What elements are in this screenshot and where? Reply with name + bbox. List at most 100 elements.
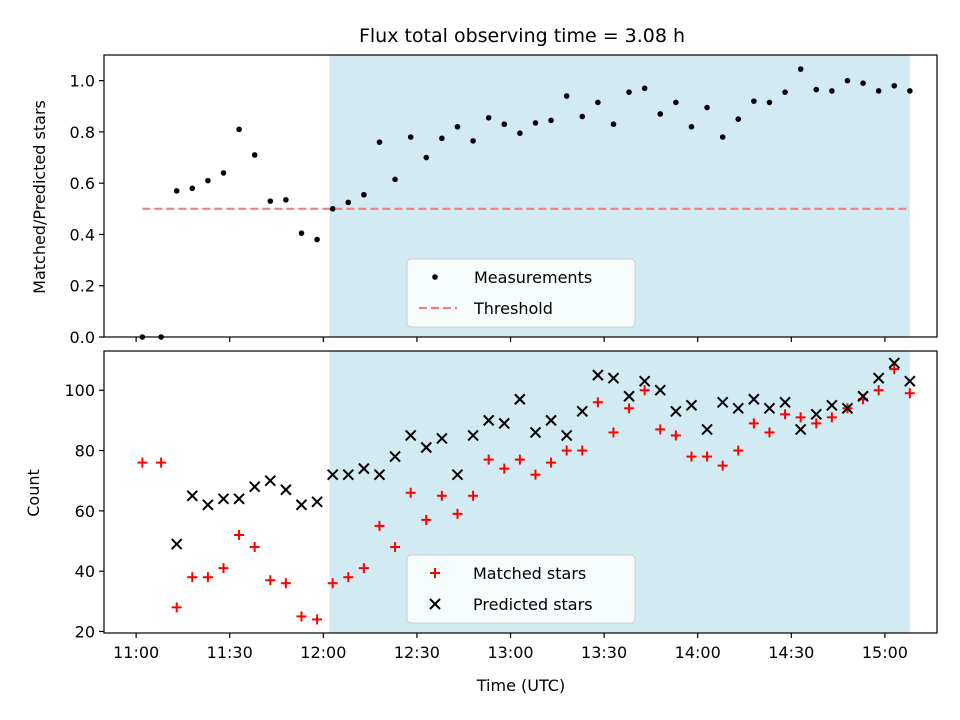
predicted-stars-point (170, 538, 183, 550)
matched-stars-point (171, 602, 182, 613)
matched-stars-point (655, 424, 666, 435)
measurement-point (907, 88, 913, 94)
matched-stars-point (390, 542, 401, 553)
predicted-stars-point (857, 390, 869, 402)
predicted-stars-point (826, 399, 838, 411)
matched-stars-point (452, 508, 463, 519)
predicted-stars-point-b (248, 481, 261, 493)
predicted-stars-point (342, 468, 354, 481)
matched-stars-point (826, 412, 837, 423)
predicted-stars-point (436, 432, 448, 445)
predicted-stars-point (607, 372, 620, 384)
predicted-stars-point (248, 481, 261, 493)
predicted-stars-point (389, 450, 401, 463)
legend-threshold-label: Threshold (473, 299, 553, 318)
predicted-stars-point (872, 372, 885, 384)
matched-stars-point (608, 427, 619, 438)
predicted-stars-point-b (342, 468, 354, 481)
predicted-stars-point-b (654, 384, 666, 396)
measurement-point (579, 113, 586, 120)
matched-stars-point (748, 418, 759, 429)
matched-stars-point (624, 403, 635, 414)
measurement-point (813, 86, 820, 93)
legend-predicted-marker-b (429, 598, 441, 610)
measurement-point (766, 99, 773, 106)
measurement-point (829, 88, 835, 94)
legend: Matched stars Predicted stars (406, 554, 636, 624)
predicted-stars-point (202, 499, 214, 511)
matched-stars-point (546, 457, 557, 468)
predicted-stars-point-b (217, 493, 230, 505)
matched-stars-point (249, 542, 260, 553)
measurement-point (563, 93, 570, 99)
predicted-stars-point-b (482, 414, 495, 427)
predicted-stars-point (794, 423, 807, 436)
measurement-point (189, 185, 196, 192)
predicted-stars-point-b (358, 462, 370, 475)
matched-stars-point (889, 364, 900, 375)
predicted-stars-point (358, 462, 370, 475)
predicted-stars-point (701, 423, 713, 436)
predicted-stars-point-b (498, 417, 510, 430)
matched-stars-point (592, 397, 603, 408)
measurement-point (236, 126, 242, 133)
matched-stars-point (327, 578, 338, 589)
y-tick-label: 0.6 (70, 174, 95, 193)
x-tick-label: 11:30 (207, 643, 253, 662)
predicted-stars-point-b (763, 402, 776, 415)
matched-stars-point (717, 460, 728, 471)
matched-stars-point (137, 457, 148, 468)
measurement-point (439, 135, 445, 142)
predicted-stars-point (904, 375, 916, 387)
matched-stars-point (561, 445, 572, 456)
measurement-point (641, 85, 648, 92)
predicted-stars-point-b (592, 369, 604, 381)
predicted-stars-point (748, 393, 760, 405)
measurement-point (407, 134, 414, 140)
matched-stars-point (873, 385, 884, 396)
predicted-stars-point-b (373, 468, 386, 481)
matched-stars-point (702, 451, 713, 462)
predicted-stars-point-b (685, 399, 698, 411)
measurement-point (844, 77, 851, 84)
predicted-stars-point-b (872, 372, 885, 384)
measurement-point (735, 116, 742, 122)
chart-title: Flux total observing time = 3.08 h (359, 25, 685, 47)
matched-stars-point (156, 457, 167, 468)
predicted-stars-point-b (794, 423, 807, 436)
measurement-point (392, 176, 398, 183)
predicted-stars-point-b (857, 390, 869, 402)
matched-stars-point (218, 563, 229, 574)
predicted-stars-point (280, 484, 292, 496)
measurement-point (329, 206, 336, 212)
predicted-stars-point-b (560, 429, 573, 442)
y-tick-label: 1.0 (70, 72, 95, 91)
matched-stars-point (234, 529, 245, 540)
measurement-point (548, 117, 554, 124)
predicted-stars-point-b (841, 402, 854, 415)
predicted-stars-point-b (170, 538, 183, 550)
predicted-stars-point-b (529, 426, 542, 439)
predicted-stars-point (810, 408, 822, 421)
matched-stars-point (639, 385, 650, 396)
predicted-stars-point-b (826, 399, 838, 411)
measurement-point (704, 104, 710, 111)
predicted-stars-point-b (748, 393, 760, 405)
measurement-point (470, 138, 476, 144)
measurement-point (501, 121, 508, 128)
matched-stars-point (780, 409, 791, 420)
predicted-stars-point-b (202, 499, 214, 511)
legend-predicted-label: Predicted stars (473, 595, 593, 614)
measurement-point (891, 82, 898, 89)
matched-stars-point (483, 454, 494, 465)
measurement-point (782, 89, 788, 95)
predicted-stars-point (763, 402, 776, 415)
predicted-stars-point-b (623, 390, 635, 402)
legend-box (406, 554, 636, 624)
predicted-stars-point (529, 426, 542, 439)
predicted-stars-point-b (233, 493, 245, 505)
predicted-stars-point-b (295, 499, 308, 511)
predicted-stars-point-b (420, 441, 432, 454)
predicted-stars-point (420, 441, 432, 454)
